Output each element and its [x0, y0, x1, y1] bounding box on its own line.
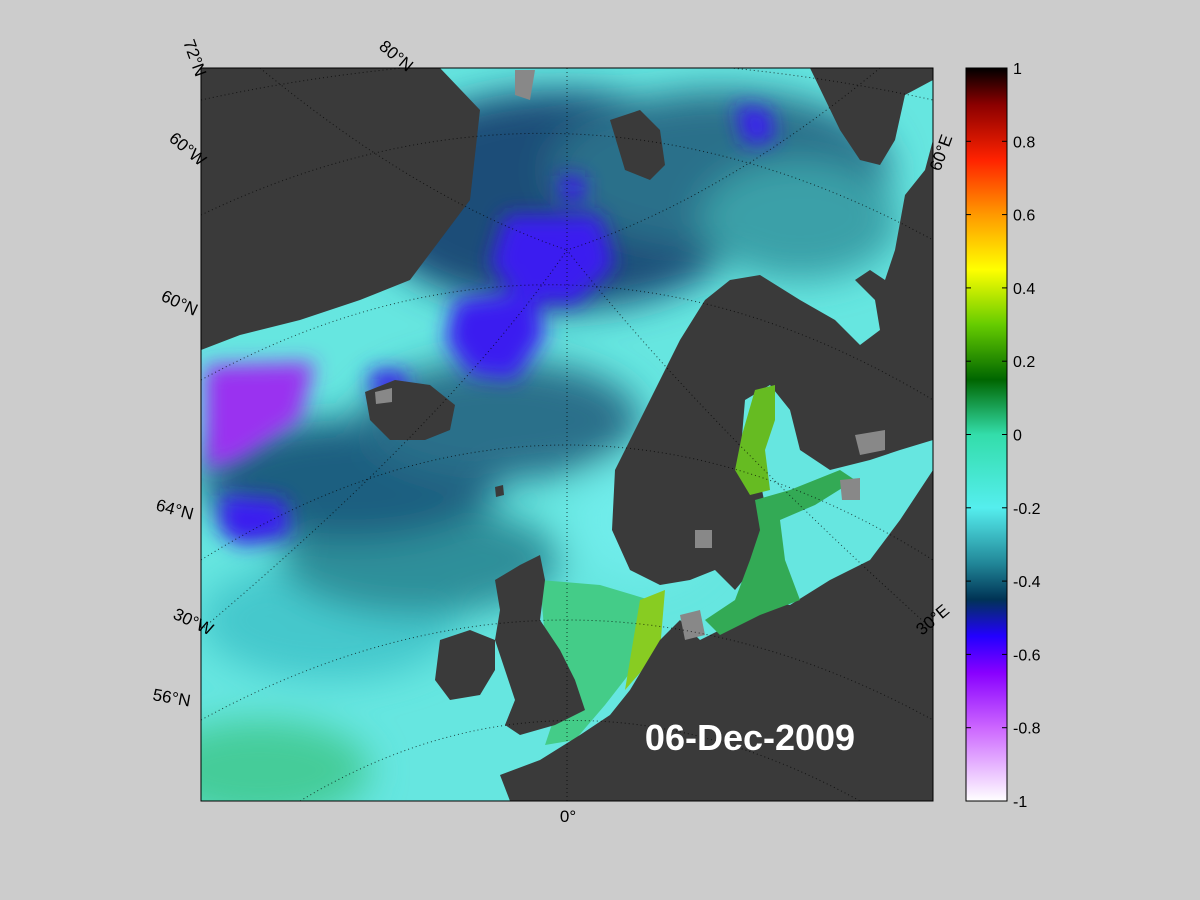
colorbar-tick-label: -0.8 [1013, 721, 1041, 738]
lat-label-72n: 72°N [179, 37, 210, 79]
german-bight-anomaly [625, 590, 665, 690]
lat-label-56n: 64°N [154, 496, 196, 524]
colorbar-tick-label: -0.4 [1013, 574, 1041, 591]
colorbar-scale [965, 67, 1008, 802]
greenland [201, 68, 480, 350]
map-frame [200, 67, 934, 802]
colorbar-tick-label: 0 [1013, 428, 1022, 445]
land-masses [201, 68, 933, 801]
baltic-anomaly [735, 385, 775, 495]
lat-label-64n: 60°N [158, 286, 200, 319]
colorbar-tick-label: -0.6 [1013, 647, 1041, 664]
colorbar-tick-label: -0.2 [1013, 501, 1041, 518]
grey-land-patches [375, 70, 885, 640]
lon-label-0: 0° [560, 807, 576, 826]
colorbar: 1 0.8 0.6 0.4 0.2 0 -0.2 -0.4 -0.6 -0.8 -1 [965, 61, 1041, 811]
colorbar-tick-label: 0.8 [1013, 134, 1035, 151]
colorbar-tick-label: 1 [1013, 61, 1022, 78]
novaya-zemlya [810, 68, 933, 165]
scandinavia-russia [612, 140, 933, 590]
date-stamp: 06-Dec-2009 [645, 717, 855, 758]
great-britain [495, 555, 585, 735]
colorbar-tick-label: 0.6 [1013, 208, 1035, 225]
faroe-islands [495, 485, 504, 497]
baltic-proper-anomaly [705, 470, 855, 635]
continental-europe [500, 470, 933, 801]
colorbar-tick-label: -1 [1013, 794, 1027, 811]
ireland [435, 630, 495, 700]
colorbar-tick-label: 0.4 [1013, 281, 1035, 298]
graticule [201, 68, 933, 801]
svalbard [610, 110, 665, 180]
colorbar-tick-label: 0.2 [1013, 354, 1035, 371]
map-panel [201, 68, 933, 801]
lat-label-48n: 56°N [151, 685, 192, 710]
colorbar-ticks: 1 0.8 0.6 0.4 0.2 0 -0.2 -0.4 -0.6 -0.8 -1 [966, 61, 1041, 811]
